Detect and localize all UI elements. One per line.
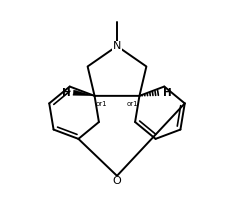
Text: or1: or1 (127, 101, 138, 107)
Text: O: O (113, 176, 121, 186)
Text: H: H (163, 88, 172, 98)
Text: H: H (62, 88, 71, 98)
Text: N: N (113, 41, 121, 51)
Text: or1: or1 (96, 101, 107, 107)
Polygon shape (73, 90, 95, 96)
